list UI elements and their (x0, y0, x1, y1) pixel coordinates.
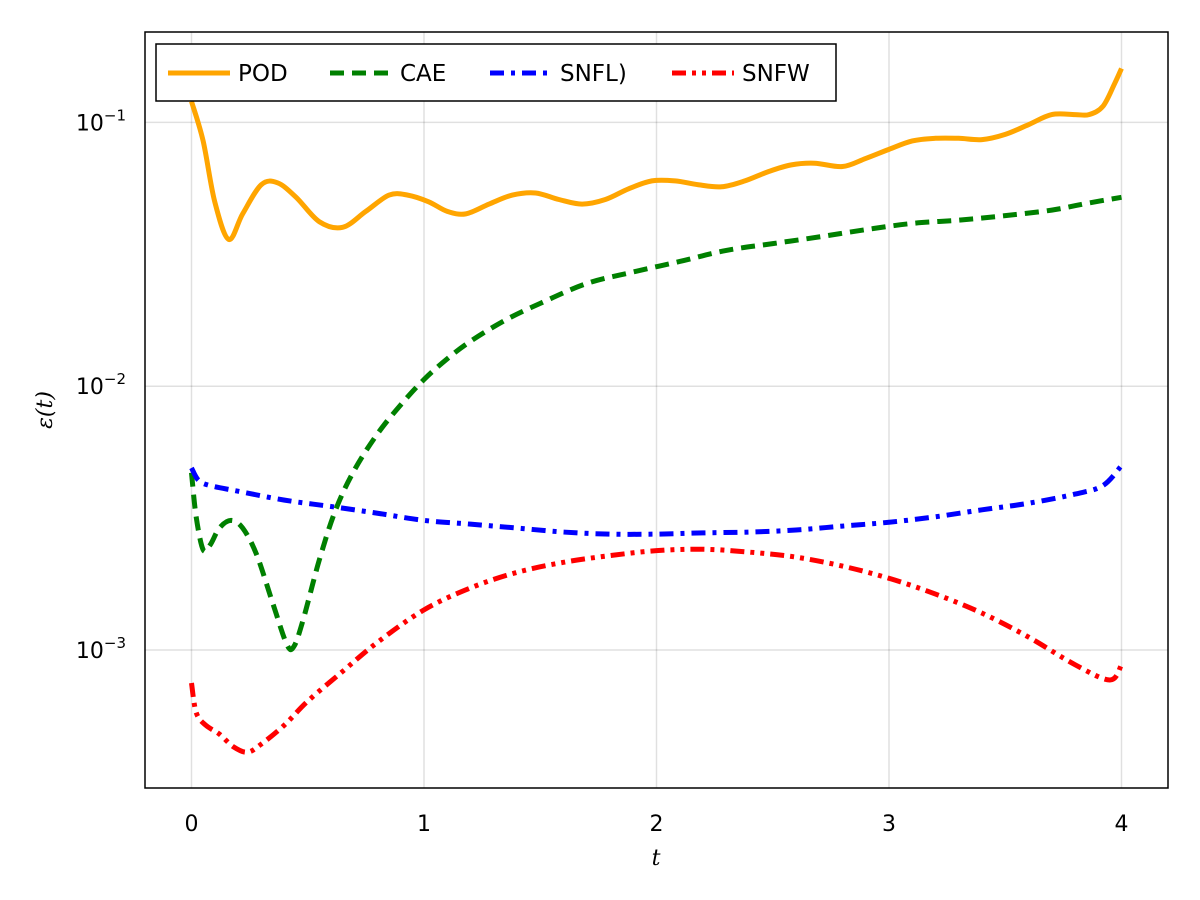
legend-label-pod: POD (238, 61, 288, 87)
grid (145, 32, 1168, 788)
y-tick-label: 10−1 (76, 106, 126, 136)
x-tick-label: 3 (882, 812, 896, 837)
x-tick-labels: 0 1 2 3 4 (185, 812, 1129, 837)
legend: POD CAE SNFL) SNFW (155, 43, 837, 102)
legend-label-cae: CAE (400, 61, 446, 87)
y-tick-label: 10−3 (76, 634, 126, 664)
x-axis-label: t (652, 846, 661, 871)
x-tick-label: 0 (185, 812, 199, 837)
x-tick-label: 2 (650, 812, 664, 837)
series-line-snfw (189, 546, 1124, 755)
series-lines (189, 67, 1124, 755)
x-tick-label: 4 (1115, 812, 1129, 837)
plot-frame (144, 31, 1169, 789)
series-line-cae (189, 194, 1122, 653)
legend-label-snfl: SNFL) (560, 61, 627, 87)
series-line-snfl (189, 463, 1124, 537)
legend-entries: POD CAE SNFL) SNFW (168, 61, 810, 87)
y-tick-labels: 10−3 10−2 10−1 (76, 106, 126, 664)
y-axis-label: ε(t) (33, 391, 58, 429)
series-line-pod (189, 67, 1124, 242)
y-tick-label: 10−2 (76, 370, 126, 400)
x-tick-label: 1 (417, 812, 431, 837)
legend-label-snfw: SNFW (742, 61, 810, 87)
